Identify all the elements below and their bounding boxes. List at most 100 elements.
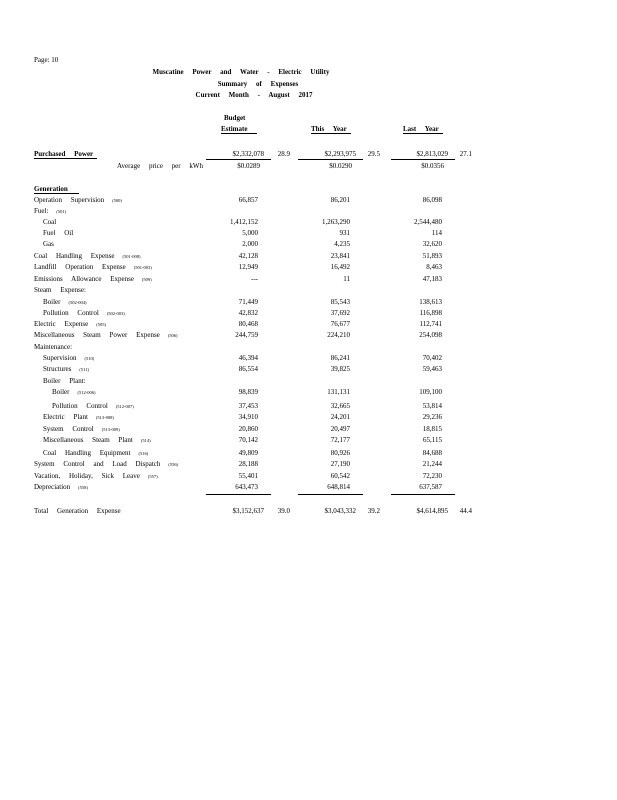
account-code: (505) [96,322,106,327]
row-last-year-value: 59,463 [422,365,442,373]
avg-price-last-year: $0.0356 [421,162,444,170]
row-label: Fuel Oil [43,229,73,237]
row-label-text: Boiler Plant: [43,377,86,385]
row-label: Fuel: (501) [34,207,66,216]
row-label: System Control (513-009) [43,425,120,434]
row-label-text: Emissions Allowance Expense [34,275,134,283]
total-last-pct: 44.4 [459,507,472,515]
row-this-year-value: 23,841 [330,252,350,260]
row-last-year-value: 138,613 [419,298,442,306]
row-this-year-value: 85,543 [330,298,350,306]
row-budget-value: 28,188 [238,460,258,468]
row-label: Boiler Plant: [43,377,86,385]
report-period: Current Month - August 2017 [195,91,313,99]
row-last-year-value: 47,183 [422,275,442,283]
row-label-text: Vacation, Holiday, Sick Leave [34,472,140,480]
row-label-text: Coal Handling Expense [34,252,115,260]
row-this-year-value: 60,542 [330,472,350,480]
row-label: Depreciation (558) [34,483,88,492]
budget-header-line2: Estimate [221,125,257,134]
row-last-year-value: 84,688 [422,449,442,457]
row-label-text: Pollution Control [43,309,99,317]
row-label: Operation Supervision (500) [34,196,122,205]
row-this-year-value: 39,825 [330,365,350,373]
report-title: Muscatine Power and Water - Electric Uti… [152,68,330,76]
row-last-year-value: 637,587 [419,483,442,491]
row-budget-value: 1,412,152 [230,218,258,226]
row-label: Boiler (502-004) [43,298,87,307]
account-code: (501-003) [133,265,152,270]
row-label-text: System Control [43,425,94,433]
row-budget-value: 37,453 [238,402,258,410]
account-code: (510) [84,356,95,361]
account-code: (502-004) [68,300,87,305]
row-last-year-value: 29,236 [422,413,442,421]
row-label: Supervision (510) [43,354,94,363]
row-last-year-value: 51,893 [422,252,442,260]
account-code: (516) [138,451,149,456]
row-this-year-value: 37,692 [330,309,350,317]
this-year-header: This Year [311,125,351,134]
row-label-text: Electric Plant [43,413,88,421]
account-code: (558) [78,485,88,490]
row-last-year-value: 32,620 [422,240,442,248]
account-code: (512-006) [77,390,96,395]
row-label-text: Fuel Oil [43,229,74,237]
account-code: (556) [168,462,179,467]
avg-price-this-year: $0.0290 [329,162,352,170]
row-label: Emissions Allowance Expense (509) [34,275,152,284]
row-last-year-value: 114 [431,229,442,237]
row-budget-value: 5,000 [242,229,258,237]
purchased-power-budget-pct: 28.9 [277,150,290,158]
row-this-year-value: 931 [339,229,351,237]
row-budget-value: 2,000 [242,240,258,248]
row-this-year-value: 27,190 [330,460,350,468]
row-budget-value: 20,860 [238,425,258,433]
row-label: Miscellaneous Steam Plant (514) [43,436,151,445]
row-label: Gas [43,240,54,248]
avg-price-label: Average price per kWh [117,162,203,170]
row-label-text: Gas [43,240,54,248]
row-budget-value: 643,473 [235,483,258,491]
row-last-year-value: 112,741 [419,320,443,328]
account-code: (506) [167,333,178,338]
budget-header-line1: Budget [224,114,246,122]
row-last-year-value: 21,244 [422,460,442,468]
row-label-text: Pollution Control [52,402,108,410]
account-code: (511) [79,367,89,372]
row-this-year-value: 20,497 [330,425,350,433]
row-this-year-value: 224,210 [327,331,350,339]
row-this-year-value: 4,235 [334,240,350,248]
row-this-year-value: 1,263,290 [322,218,350,226]
account-code: (502-003) [106,311,125,316]
row-this-year-value: 86,201 [330,196,350,204]
row-last-year-value: 86,098 [422,196,442,204]
purchased-power-this-year: $2,293,975 [324,150,357,158]
row-label-text: Steam Expense: [34,286,86,294]
row-label: Landfill Operation Expense (501-003) [34,263,152,272]
section-title-generation: Generation [34,185,79,194]
total-last-year: $4,614,895 [416,507,449,515]
row-this-year-value: 16,492 [330,263,350,271]
row-label-text: System Control and Load Dispatch [34,460,161,468]
row-budget-value: 70,142 [238,436,258,444]
row-label-text: Miscellaneous Steam Power Expense [34,331,160,339]
row-label: Steam Expense: [34,286,86,294]
purchased-power-last-year: $2,813,029 [416,150,449,158]
row-last-year-value: 53,814 [422,402,442,410]
row-label-text: Boiler [43,298,61,306]
row-budget-value: 71,449 [238,298,258,306]
row-last-year-value: 72,230 [422,472,442,480]
row-budget-value: 49,809 [238,449,258,457]
row-budget-value: 12,949 [238,263,258,271]
total-this-year: $3,043,332 [324,507,357,515]
row-label-text: Structures [43,365,72,373]
row-label-text: Miscellaneous Steam Plant [43,436,133,444]
row-label-text: Boiler [52,388,70,396]
avg-price-budget: $0.0289 [237,162,260,170]
row-this-year-value: 86,241 [330,354,350,362]
row-budget-value: 98,839 [238,388,258,396]
row-label: Coal Handling Equipment (516) [43,449,148,458]
row-label: Structures (511) [43,365,89,374]
row-label-text: Maintenance: [34,343,73,351]
